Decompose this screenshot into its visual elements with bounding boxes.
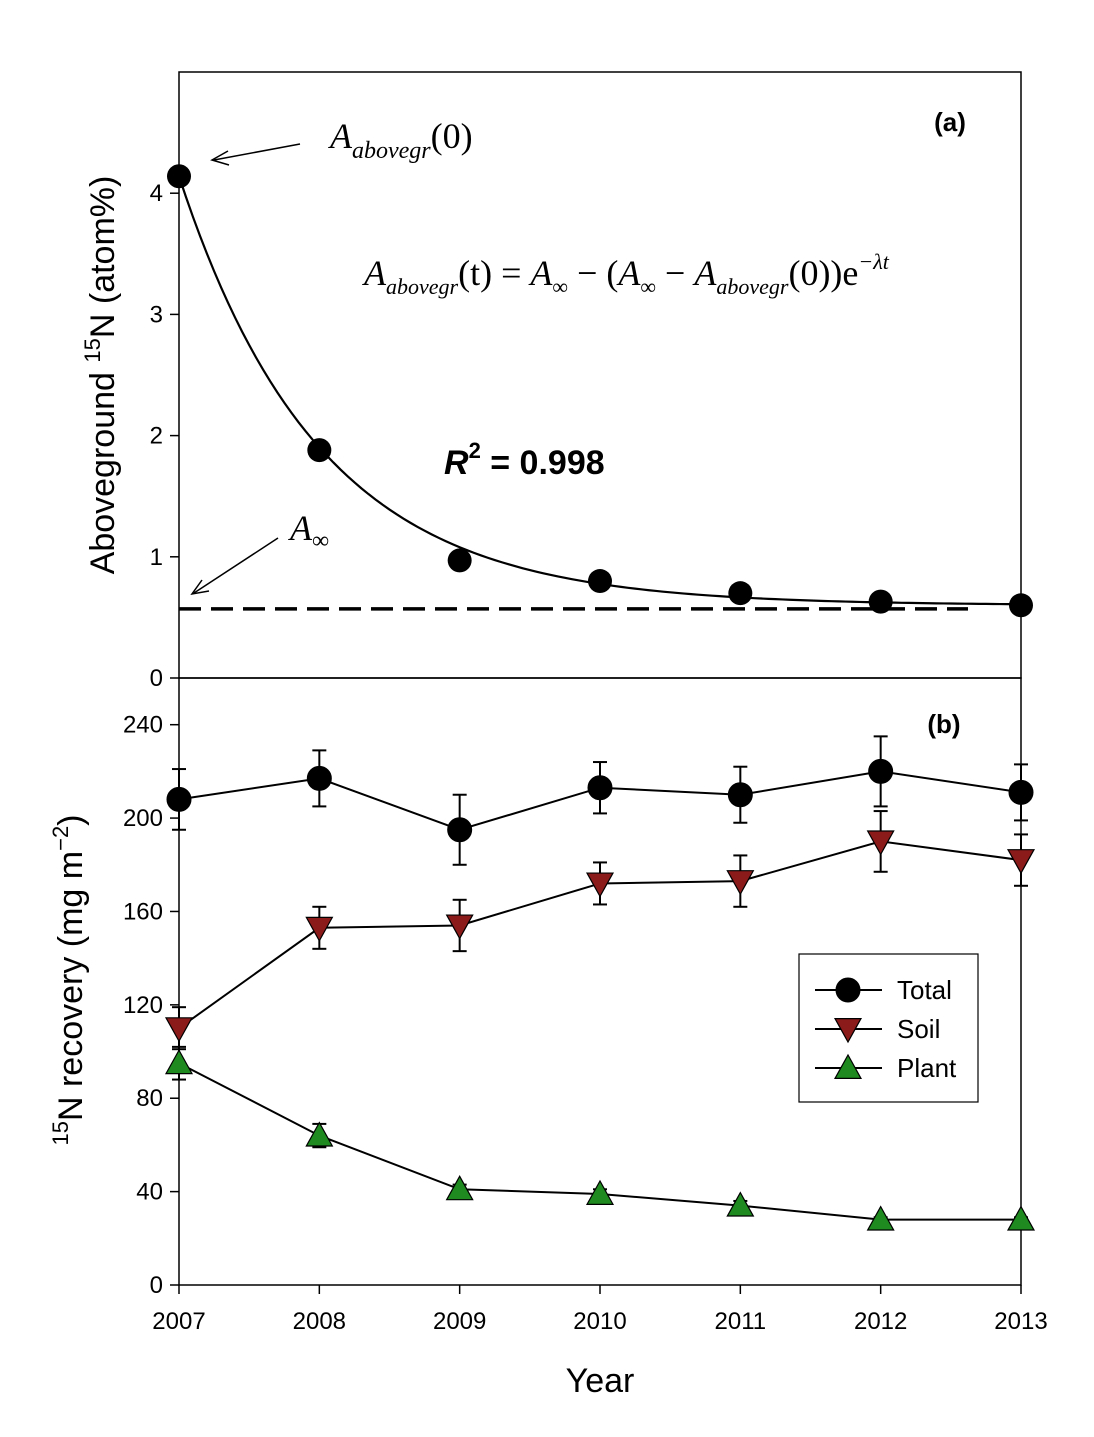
marker-soil [585, 872, 615, 898]
marker-plant [1006, 1205, 1036, 1231]
marker-total [868, 758, 894, 784]
panel-b-ytick-label: 160 [123, 898, 163, 925]
marker-plant [585, 1179, 615, 1205]
x-tick-label: 2007 [152, 1308, 205, 1335]
r-squared: R2 = 0.998 [444, 438, 605, 482]
marker-total [447, 817, 473, 843]
panel-a-point [728, 581, 753, 606]
marker-total [166, 786, 192, 812]
legend-label-soil: Soil [897, 1014, 940, 1044]
panel-a-point [167, 164, 191, 189]
panel-b-ylabel: 15N recovery (mg m−2) [48, 814, 90, 1145]
panel-b-ytick-label: 120 [123, 992, 163, 1019]
legend-marker-total [835, 977, 861, 1003]
legend-marker-plant [833, 1053, 863, 1080]
marker-plant [866, 1205, 895, 1231]
panel-b-ytick-label: 240 [123, 712, 163, 739]
marker-total [587, 775, 613, 801]
marker-plant [305, 1121, 334, 1147]
panel-b-ytick-label: 200 [123, 805, 163, 832]
panel-a-ylabel: Aboveground 15N (atom%) [80, 176, 122, 575]
panel-a-ytick-label: 0 [150, 665, 163, 692]
panel-a-ytick-label: 2 [150, 423, 163, 450]
marker-soil [305, 916, 334, 943]
panel-b-ytick-label: 80 [136, 1085, 163, 1112]
x-tick-label: 2008 [293, 1308, 346, 1335]
model-equation: Aabovegr(t) = A∞ − (A∞ − Aabovegr(0))e−λ… [362, 249, 890, 299]
arrow-a0 [210, 143, 301, 166]
x-tick-label: 2010 [573, 1308, 626, 1335]
panel-a-ytick-label: 3 [150, 301, 163, 328]
panel-b-ytick-label: 40 [136, 1179, 163, 1206]
marker-soil [445, 914, 474, 940]
x-tick-label: 2011 [715, 1308, 767, 1335]
panel-a-ytick-label: 4 [150, 180, 163, 207]
marker-plant [164, 1048, 194, 1075]
marker-soil [726, 870, 755, 896]
annotation-a0: Aabovegr(0) [328, 116, 473, 164]
legend-entries: Total Soil Plant [815, 975, 957, 1083]
marker-soil [866, 830, 895, 856]
marker-total [306, 765, 332, 791]
arrow-ainf [190, 537, 279, 596]
x-tick-label: 2009 [433, 1308, 486, 1335]
legend: Total Soil Plant [798, 953, 979, 1103]
marker-soil [1006, 849, 1036, 875]
panel-a-label: (a) [934, 107, 966, 137]
panel-a-point [868, 589, 893, 614]
panel-a-ytick-label: 1 [150, 544, 163, 571]
legend-marker-soil [833, 1017, 863, 1044]
x-tick-label: 2013 [994, 1308, 1047, 1335]
marker-plant [726, 1191, 755, 1217]
panel-a-point [1009, 593, 1033, 618]
marker-soil [164, 1017, 194, 1043]
panel-a-point [447, 548, 472, 573]
x-tick-label: 2012 [854, 1308, 907, 1335]
annotation-ainf: A∞ [288, 508, 329, 554]
x-axis-title: Year [566, 1362, 635, 1400]
panel-a-point [307, 438, 332, 463]
marker-total [1008, 779, 1034, 805]
panel-a-point [588, 569, 612, 594]
marker-total [727, 782, 753, 808]
panel-b-ytick-label: 0 [150, 1272, 163, 1299]
legend-label-plant: Plant [897, 1053, 957, 1083]
panel-b-label: (b) [927, 709, 960, 739]
marker-plant [445, 1175, 474, 1201]
legend-label-total: Total [897, 975, 952, 1005]
series-layer [164, 164, 1036, 1231]
